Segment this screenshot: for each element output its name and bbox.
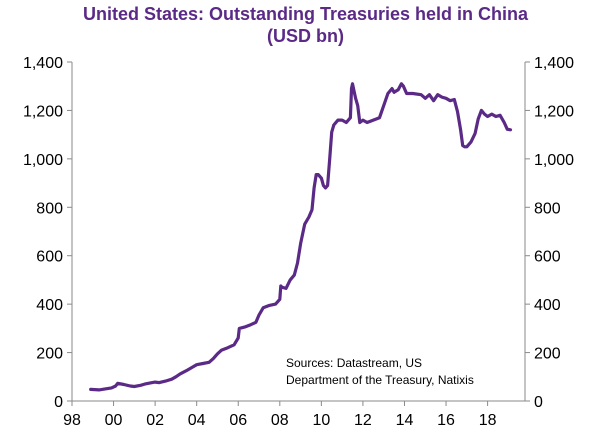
x-tick-label: 06	[229, 412, 247, 429]
x-tick-label: 98	[63, 412, 81, 429]
y-tick-label-right: 1,000	[534, 152, 574, 169]
y-tick-label-left: 1,000	[23, 152, 63, 169]
x-tick-label: 18	[479, 412, 497, 429]
x-tick-label: 00	[105, 412, 123, 429]
y-tick-label-right: 1,200	[534, 103, 574, 120]
y-tick-label-left: 400	[36, 297, 63, 314]
y-tick-label-right: 800	[534, 200, 561, 217]
y-tick-label-right: 200	[534, 346, 561, 363]
y-tick-label-right: 1,400	[534, 55, 574, 72]
y-tick-label-right: 600	[534, 249, 561, 266]
y-tick-label-left: 1,200	[23, 103, 63, 120]
x-tick-label: 12	[354, 412, 372, 429]
chart-title: United States: Outstanding Treasuries he…	[82, 4, 529, 24]
annotation-line-2: Department of the Treasury, Natixis	[286, 373, 474, 387]
series-line	[89, 82, 513, 392]
y-tick-label-right: 0	[534, 394, 543, 411]
y-tick-label-left: 1,400	[23, 55, 63, 72]
x-tick-label: 14	[396, 412, 414, 429]
x-tick-label: 02	[146, 412, 164, 429]
x-tick-label: 10	[312, 412, 330, 429]
y-tick-label-left: 200	[36, 346, 63, 363]
x-tick-label: 16	[437, 412, 455, 429]
x-tick-label: 04	[188, 412, 206, 429]
y-tick-label-left: 0	[54, 394, 63, 411]
y-tick-label-right: 400	[534, 297, 561, 314]
annotation-line-1: Sources: Datastream, US	[286, 356, 422, 370]
chart-subtitle: (USD bn)	[267, 26, 344, 46]
y-tick-label-left: 800	[36, 200, 63, 217]
y-tick-label-left: 600	[36, 249, 63, 266]
x-tick-label: 08	[271, 412, 289, 429]
